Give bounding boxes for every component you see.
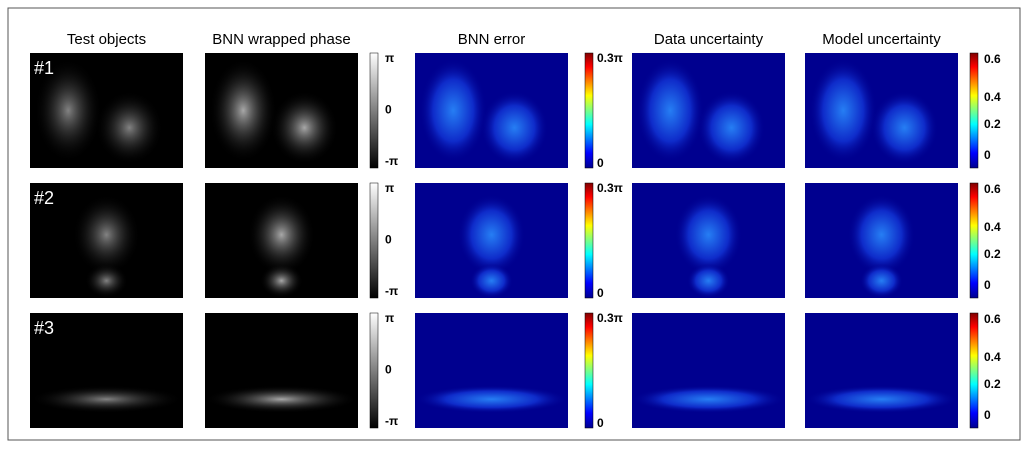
object-region [205,385,358,413]
object-region [210,59,277,163]
object-region [85,264,128,299]
colorbar-label: π [385,181,394,195]
row-label: #3 [34,318,54,338]
colorbar-label: 0.2 [984,117,1001,131]
object-region [637,59,704,163]
colorbar-label: 0.4 [984,220,1001,234]
column-header: Test objects [67,31,146,48]
colorbar-label: π [385,51,394,65]
object-region [415,385,568,413]
colorbar-label: 0 [385,363,392,377]
colorbar-label: -π [385,284,398,298]
colorbar-label: 0.3π [597,311,623,325]
panels: Test objects BNN wrapped phase BNN error Da… [30,31,1001,430]
object-region [458,195,525,276]
colorbar-label: 0.4 [984,90,1001,104]
colorbar [585,313,593,428]
row-label: #2 [34,188,54,208]
colorbar-label: -π [385,154,398,168]
column-header: BNN wrapped phase [212,31,350,48]
figure: Test objects BNN wrapped phase BNN error Da… [0,0,1029,451]
colorbar-label: 0 [597,156,604,170]
object-region [260,264,303,299]
colorbar-label: 0.3π [597,51,623,65]
row-label: #1 [34,58,54,78]
colorbar-label: 0 [984,148,991,162]
column-header: BNN error [458,31,526,48]
colorbar [970,313,978,428]
colorbar-label: 0 [597,416,604,430]
object-region [30,385,183,413]
object-region [698,91,765,165]
colorbar-label: 0 [597,286,604,300]
colorbar-label: -π [385,414,398,428]
colorbar [970,53,978,168]
object-region [871,91,938,165]
colorbar-label: 0 [984,278,991,292]
column-header: Data uncertainty [654,31,764,48]
object-region [687,264,730,299]
colorbar [585,183,593,298]
colorbar-label: 0.2 [984,377,1001,391]
object-region [805,385,958,413]
object-region [848,195,915,276]
column-header: Model uncertainty [822,31,941,48]
object-region [810,59,877,163]
colorbar-label: 0.4 [984,350,1001,364]
colorbar-label: 0.3π [597,181,623,195]
object-region [632,385,785,413]
colorbar-label: 0 [385,103,392,117]
colorbar [970,183,978,298]
object-region [470,264,513,299]
object-region [96,91,163,165]
colorbar-label: π [385,311,394,325]
object-region [271,91,338,165]
colorbar-label: 0.6 [984,312,1001,326]
colorbar [585,53,593,168]
colorbar-label: 0.6 [984,52,1001,66]
colorbar-label: 0.6 [984,182,1001,196]
colorbar-label: 0 [385,233,392,247]
object-region [248,195,315,276]
object-region [73,195,140,276]
colorbar [370,313,378,428]
object-region [860,264,903,299]
object-region [675,195,742,276]
colorbar [370,53,378,168]
object-region [420,59,487,163]
colorbar-label: 0.2 [984,247,1001,261]
colorbar [370,183,378,298]
colorbar-label: 0 [984,408,991,422]
object-region [481,91,548,165]
